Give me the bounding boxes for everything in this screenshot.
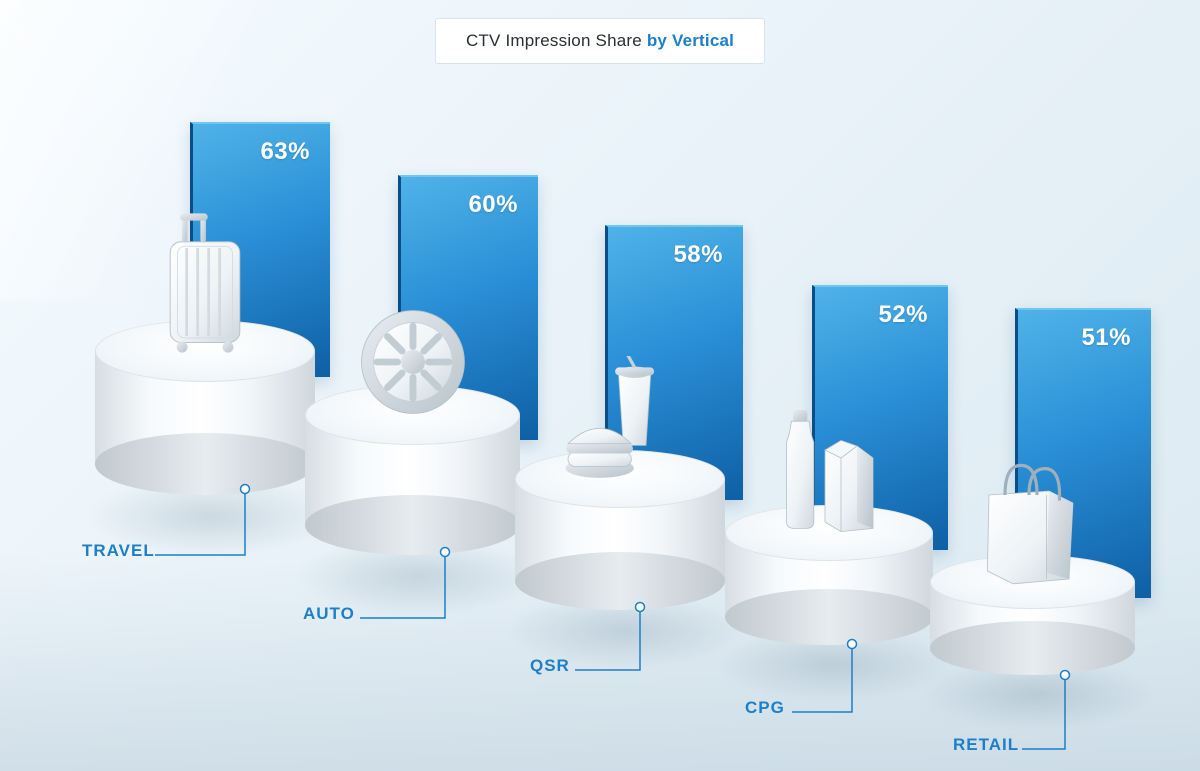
value-pct-cpg: 52% (878, 301, 928, 329)
pedestal-bottom (725, 589, 933, 645)
pedestal-bottom (305, 495, 520, 555)
burger-drink-icon (552, 326, 689, 486)
pedestal-bottom (515, 552, 725, 610)
pedestal-bottom (930, 621, 1135, 675)
shopping-bag-icon (966, 429, 1099, 589)
category-label-travel: TRAVEL (82, 541, 155, 561)
value-pct-auto: 60% (468, 191, 518, 219)
value-pct-travel: 63% (260, 138, 310, 166)
category-label-auto: AUTO (303, 604, 355, 624)
luggage-icon (134, 198, 277, 358)
category-label-retail: RETAIL (953, 735, 1019, 755)
pedestal-bottom (95, 433, 315, 495)
tire-icon (343, 262, 483, 422)
bottle-carton-icon (761, 380, 896, 540)
category-label-cpg: CPG (745, 698, 785, 718)
category-label-qsr: QSR (530, 656, 570, 676)
value-pct-qsr: 58% (673, 241, 723, 269)
chart-stage: 63% TRAVEL 60% AUTO 58% (0, 0, 1200, 771)
value-pct-retail: 51% (1081, 324, 1131, 352)
